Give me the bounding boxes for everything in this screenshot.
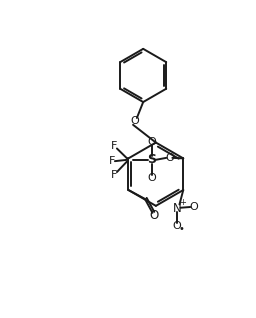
- Text: S: S: [147, 153, 156, 166]
- Text: O: O: [189, 202, 198, 212]
- Text: F: F: [111, 141, 118, 151]
- Text: N: N: [173, 202, 181, 215]
- Text: O: O: [173, 221, 181, 232]
- Text: F: F: [111, 169, 118, 180]
- Text: F: F: [109, 156, 115, 166]
- Text: O: O: [165, 153, 174, 163]
- Text: +: +: [179, 198, 186, 207]
- Text: O: O: [147, 173, 156, 183]
- Text: O: O: [149, 209, 158, 222]
- Text: O: O: [130, 116, 139, 126]
- Text: O: O: [147, 137, 156, 147]
- Text: •: •: [178, 224, 184, 234]
